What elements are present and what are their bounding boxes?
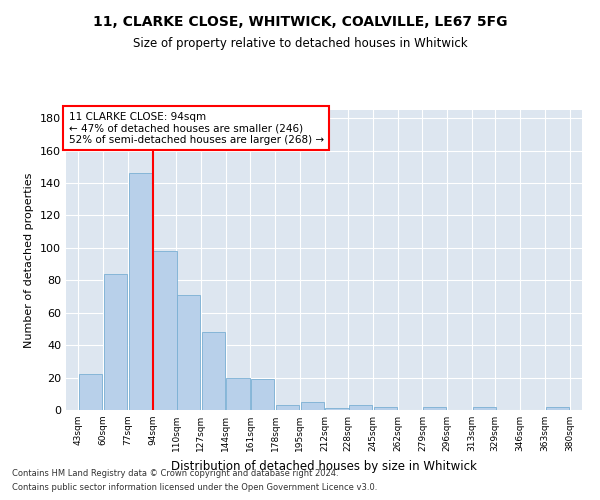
Bar	[202, 332, 225, 410]
Bar	[374, 407, 397, 410]
Bar	[154, 251, 177, 410]
Bar	[79, 374, 103, 410]
Bar	[276, 405, 299, 410]
Y-axis label: Number of detached properties: Number of detached properties	[25, 172, 34, 348]
Text: 11, CLARKE CLOSE, WHITWICK, COALVILLE, LE67 5FG: 11, CLARKE CLOSE, WHITWICK, COALVILLE, L…	[93, 15, 507, 29]
Text: 11 CLARKE CLOSE: 94sqm
← 47% of detached houses are smaller (246)
52% of semi-de: 11 CLARKE CLOSE: 94sqm ← 47% of detached…	[68, 112, 324, 144]
Bar	[545, 407, 569, 410]
Bar	[226, 378, 250, 410]
X-axis label: Distribution of detached houses by size in Whitwick: Distribution of detached houses by size …	[171, 460, 477, 472]
Text: Size of property relative to detached houses in Whitwick: Size of property relative to detached ho…	[133, 38, 467, 51]
Bar	[177, 295, 200, 410]
Bar	[473, 407, 496, 410]
Bar	[251, 379, 274, 410]
Text: Contains HM Land Registry data © Crown copyright and database right 2024.: Contains HM Land Registry data © Crown c…	[12, 468, 338, 477]
Bar	[349, 405, 372, 410]
Bar	[128, 173, 152, 410]
Text: Contains public sector information licensed under the Open Government Licence v3: Contains public sector information licen…	[12, 484, 377, 492]
Bar	[325, 408, 349, 410]
Bar	[104, 274, 127, 410]
Bar	[301, 402, 324, 410]
Bar	[423, 407, 446, 410]
